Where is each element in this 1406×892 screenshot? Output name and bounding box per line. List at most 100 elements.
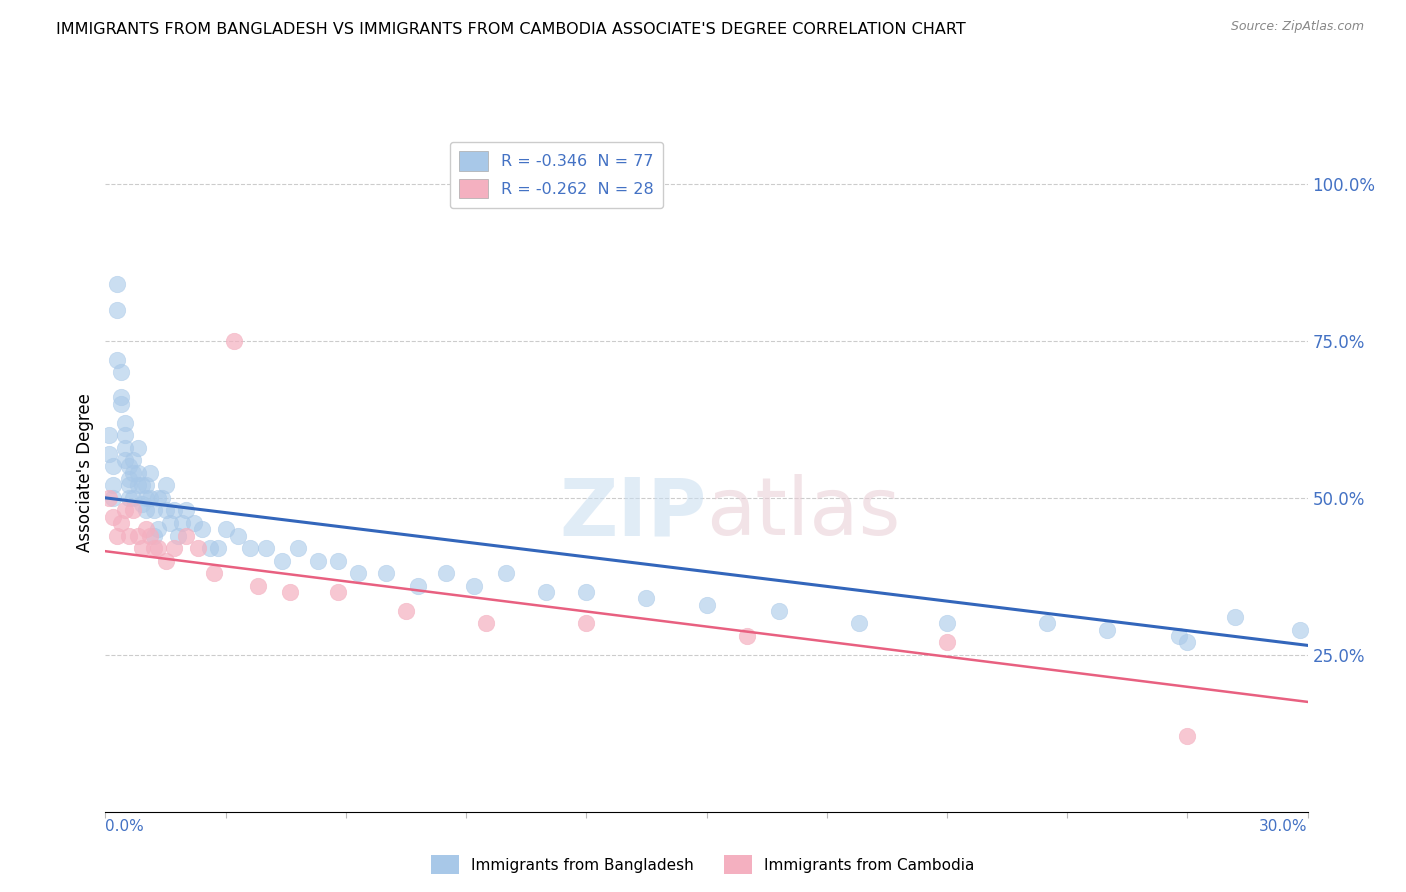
Point xyxy=(122,503,145,517)
Point xyxy=(187,541,209,555)
Point xyxy=(110,397,132,411)
Point xyxy=(406,579,429,593)
Point xyxy=(146,491,169,505)
Legend: R = -0.346  N = 77, R = -0.262  N = 28: R = -0.346 N = 77, R = -0.262 N = 28 xyxy=(450,142,664,208)
Point xyxy=(239,541,262,555)
Point xyxy=(270,554,292,568)
Point xyxy=(138,491,160,505)
Legend: Immigrants from Bangladesh, Immigrants from Cambodia: Immigrants from Bangladesh, Immigrants f… xyxy=(426,849,980,880)
Point xyxy=(135,503,157,517)
Point xyxy=(170,516,193,530)
Point xyxy=(159,516,181,530)
Point xyxy=(110,365,132,379)
Point xyxy=(114,428,136,442)
Point xyxy=(122,466,145,480)
Point xyxy=(326,585,349,599)
Point xyxy=(98,491,121,505)
Point xyxy=(226,528,249,542)
Point xyxy=(155,503,177,517)
Point xyxy=(307,554,329,568)
Point xyxy=(110,516,132,530)
Point xyxy=(107,352,129,367)
Point xyxy=(222,334,245,348)
Point xyxy=(278,585,301,599)
Point xyxy=(347,566,370,581)
Point xyxy=(114,441,136,455)
Point xyxy=(127,528,149,542)
Point xyxy=(138,528,160,542)
Point xyxy=(1036,616,1059,631)
Point xyxy=(138,466,160,480)
Point xyxy=(114,416,136,430)
Point xyxy=(118,491,141,505)
Point xyxy=(155,478,177,492)
Point xyxy=(114,453,136,467)
Point xyxy=(118,459,141,474)
Point xyxy=(162,503,184,517)
Point xyxy=(696,598,718,612)
Point xyxy=(122,491,145,505)
Point xyxy=(142,528,165,542)
Point xyxy=(636,591,658,606)
Point xyxy=(118,478,141,492)
Point xyxy=(434,566,457,581)
Point xyxy=(575,585,598,599)
Point xyxy=(174,528,197,542)
Text: ZIP: ZIP xyxy=(560,475,707,552)
Point xyxy=(1168,629,1191,643)
Point xyxy=(110,391,132,405)
Point xyxy=(103,459,125,474)
Point xyxy=(103,509,125,524)
Point xyxy=(146,522,169,536)
Point xyxy=(122,453,145,467)
Point xyxy=(127,466,149,480)
Point xyxy=(463,579,485,593)
Point xyxy=(495,566,517,581)
Point xyxy=(162,541,184,555)
Point xyxy=(936,635,959,649)
Point xyxy=(214,522,236,536)
Point xyxy=(1396,629,1406,643)
Point xyxy=(183,516,205,530)
Point xyxy=(936,616,959,631)
Point xyxy=(198,541,221,555)
Y-axis label: Associate's Degree: Associate's Degree xyxy=(76,393,94,552)
Point xyxy=(118,472,141,486)
Point xyxy=(142,541,165,555)
Point xyxy=(287,541,309,555)
Point xyxy=(118,528,141,542)
Point xyxy=(768,604,790,618)
Point xyxy=(1337,629,1360,643)
Point xyxy=(1177,635,1199,649)
Point xyxy=(190,522,212,536)
Point xyxy=(127,478,149,492)
Point xyxy=(135,491,157,505)
Point xyxy=(848,616,870,631)
Point xyxy=(326,554,349,568)
Point xyxy=(107,277,129,292)
Point xyxy=(735,629,758,643)
Text: 30.0%: 30.0% xyxy=(1260,819,1308,834)
Point xyxy=(142,503,165,517)
Text: IMMIGRANTS FROM BANGLADESH VS IMMIGRANTS FROM CAMBODIA ASSOCIATE'S DEGREE CORREL: IMMIGRANTS FROM BANGLADESH VS IMMIGRANTS… xyxy=(56,22,966,37)
Point xyxy=(1097,623,1119,637)
Point xyxy=(374,566,398,581)
Point xyxy=(155,554,177,568)
Point xyxy=(534,585,557,599)
Point xyxy=(98,447,121,461)
Point xyxy=(1288,623,1310,637)
Point xyxy=(475,616,498,631)
Point xyxy=(246,579,269,593)
Text: 0.0%: 0.0% xyxy=(105,819,145,834)
Point xyxy=(103,478,125,492)
Point xyxy=(174,503,197,517)
Point xyxy=(131,541,153,555)
Point xyxy=(127,441,149,455)
Point xyxy=(254,541,277,555)
Point xyxy=(395,604,418,618)
Point xyxy=(575,616,598,631)
Point xyxy=(150,491,173,505)
Point xyxy=(98,428,121,442)
Point xyxy=(135,478,157,492)
Point xyxy=(1177,730,1199,744)
